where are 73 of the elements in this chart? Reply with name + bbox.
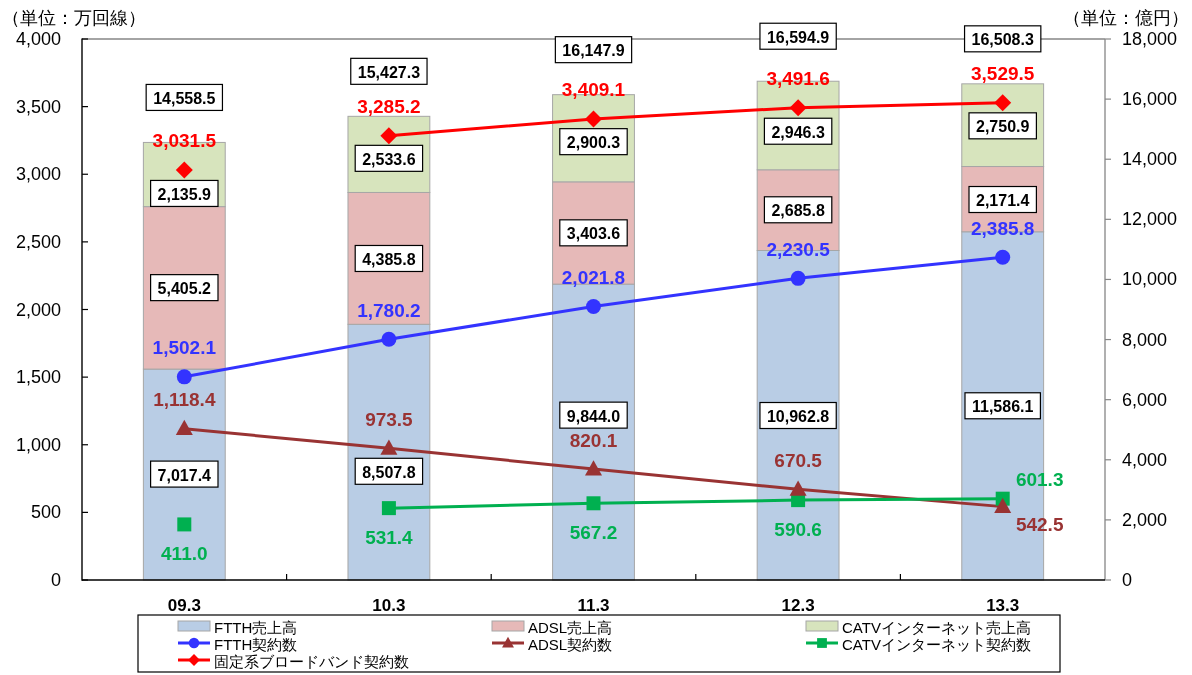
data-label: 8,507.8 (362, 463, 416, 481)
data-label: 531.4 (365, 526, 414, 548)
data-label: 10,962.8 (766, 408, 830, 426)
total-label: 16,594.9 (766, 28, 830, 46)
data-label: 2,533.6 (362, 150, 416, 168)
y-tick-label: 500 (30, 502, 61, 523)
data-label: 3,285.2 (357, 96, 421, 118)
data-label: 1,502.1 (152, 337, 217, 359)
data-label: 2,750.9 (976, 118, 1030, 136)
data-label: 3,031.5 (152, 130, 217, 152)
data-label: 3,403.6 (566, 225, 621, 243)
data-label: 4,385.8 (362, 250, 416, 268)
total-label: 16,508.3 (971, 31, 1034, 49)
x-tick-label: 13.3 (986, 595, 1020, 615)
data-label: 9,844.0 (566, 407, 621, 425)
total-label: 16,147.9 (562, 42, 625, 60)
data-label: 973.5 (365, 408, 414, 430)
y-tick-label: 2,500 (15, 231, 61, 252)
legend-label: ADSL売上高 (528, 618, 613, 636)
data-label: 601.3 (1015, 469, 1064, 491)
y2-tick-label: 12,000 (1122, 209, 1178, 230)
data-label: 2,385.8 (971, 217, 1035, 239)
legend-label: FTTH契約数 (214, 635, 298, 653)
y2-tick-label: 2,000 (1122, 509, 1168, 530)
legend-label: CATVインターネット売上高 (842, 618, 1031, 636)
y-tick-label: 3,500 (15, 96, 61, 117)
x-tick-label: 12.3 (781, 595, 815, 615)
y-tick-label: 3,000 (15, 164, 61, 185)
y-tick-label: 1,000 (15, 434, 61, 455)
y-tick-label: 1,500 (15, 367, 61, 388)
y2-tick-label: 18,000 (1122, 29, 1178, 49)
y2-tick-label: 0 (1122, 570, 1133, 590)
data-label: 1,118.4 (153, 389, 216, 411)
y-tick-label: 2,000 (15, 299, 61, 320)
y2-tick-label: 4,000 (1122, 449, 1168, 470)
total-label: 14,558.5 (153, 89, 216, 107)
y2-tick-label: 14,000 (1122, 149, 1178, 170)
data-label: 1,780.2 (357, 299, 421, 321)
data-label: 5,405.2 (157, 280, 212, 298)
y-tick-label: 0 (50, 570, 61, 590)
data-label: 3,491.6 (766, 68, 830, 90)
legend-label: ADSL契約数 (528, 635, 613, 653)
data-label: 670.5 (774, 449, 823, 471)
data-label: 542.5 (1015, 514, 1064, 536)
y-axis-title: （単位：万回線） (2, 8, 146, 28)
data-label: 3,529.5 (971, 63, 1035, 85)
y2-tick-label: 6,000 (1122, 389, 1168, 410)
data-label: 567.2 (569, 521, 618, 543)
x-tick-label: 09.3 (167, 595, 201, 615)
legend-label: FTTH売上高 (214, 618, 298, 636)
data-label: 3,409.1 (561, 79, 626, 101)
y2-tick-label: 8,000 (1122, 329, 1168, 350)
data-label: 2,135.9 (157, 185, 212, 203)
data-label: 590.6 (774, 518, 822, 540)
x-tick-label: 11.3 (577, 595, 610, 615)
legend-label: CATVインターネット契約数 (842, 635, 1031, 653)
data-label: 2,685.8 (771, 202, 825, 220)
y2-tick-label: 16,000 (1122, 89, 1178, 110)
data-label: 2,021.8 (561, 267, 626, 289)
data-label: 2,230.5 (766, 238, 831, 260)
x-tick-label: 10.3 (372, 595, 406, 615)
data-label: 820.1 (569, 429, 618, 451)
legend-label: 固定系ブロードバンド契約数 (214, 652, 409, 670)
data-label: 411.0 (161, 542, 208, 564)
total-label: 15,427.3 (357, 63, 421, 81)
y2-axis-title: （単位：億円） (1063, 8, 1189, 28)
y2-tick-label: 10,000 (1122, 269, 1178, 290)
data-label: 2,900.3 (566, 134, 621, 152)
y-tick-label: 4,000 (15, 29, 61, 49)
data-label: 7,017.4 (157, 466, 212, 484)
data-label: 2,171.4 (976, 192, 1030, 210)
data-label: 11,586.1 (972, 398, 1034, 416)
data-label: 2,946.3 (771, 123, 825, 141)
